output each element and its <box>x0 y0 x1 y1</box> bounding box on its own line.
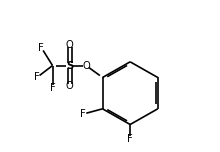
Text: F: F <box>38 43 44 53</box>
Text: S: S <box>66 60 73 71</box>
Text: F: F <box>34 73 40 83</box>
Text: F: F <box>50 83 55 93</box>
Text: F: F <box>127 134 133 144</box>
Text: O: O <box>66 81 73 92</box>
Text: F: F <box>80 109 86 119</box>
Text: O: O <box>82 60 90 71</box>
Text: O: O <box>66 40 73 50</box>
